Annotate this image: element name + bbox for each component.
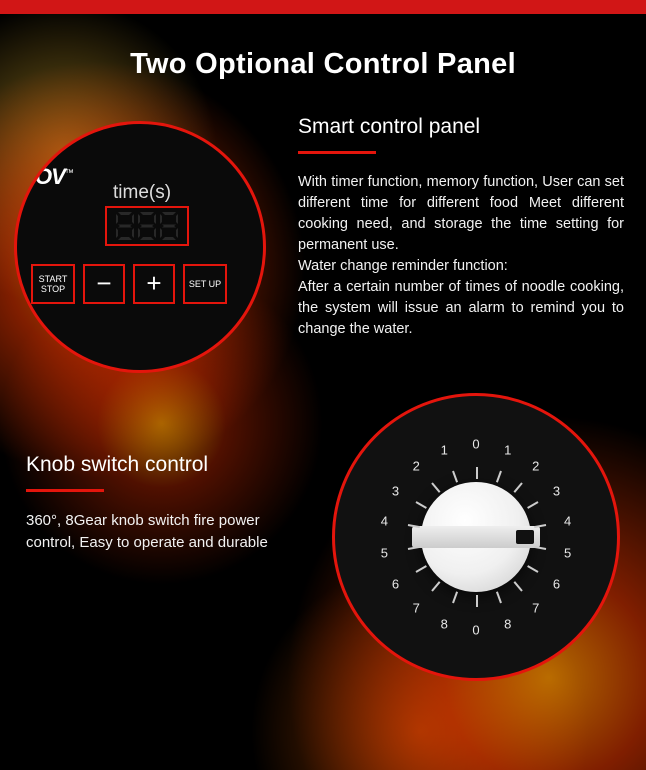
dial-number: 4	[381, 513, 388, 528]
knob-pointer	[412, 526, 540, 548]
knob-panel-heading: Knob switch control	[26, 453, 296, 477]
dial-tick	[514, 483, 523, 493]
heading-underline-2	[26, 489, 104, 492]
knob-panel-illustration: 012345678087654321	[332, 393, 620, 681]
brand-text: OV	[35, 164, 65, 189]
start-stop-button[interactable]: START STOP	[31, 264, 75, 304]
dial-number: 5	[564, 546, 571, 561]
dial-number: 6	[553, 576, 560, 591]
start-stop-label: START STOP	[39, 274, 68, 295]
dial-tick	[431, 581, 440, 591]
smart-panel-heading: Smart control panel	[298, 115, 624, 139]
dial-tick	[527, 501, 538, 509]
dial-number: 3	[553, 483, 560, 498]
dial-number: 7	[532, 601, 539, 616]
dial-number: 3	[392, 483, 399, 498]
knob-panel-body: 360°, 8Gear knob switch fire power contr…	[26, 510, 296, 554]
dial-number: 6	[392, 576, 399, 591]
dial-tick	[496, 471, 502, 483]
dial-number: 4	[564, 513, 571, 528]
digit-1	[115, 211, 135, 241]
dial-tick	[527, 565, 538, 573]
dial-number: 2	[532, 458, 539, 473]
dial-number: 1	[504, 442, 511, 457]
dial-number: 0	[472, 623, 479, 638]
dial-tick	[514, 581, 523, 591]
page-content: Two Optional Control Panel OV™ time(s) S…	[0, 0, 646, 770]
digit-2	[137, 211, 157, 241]
brand-tm: ™	[65, 168, 73, 178]
knob-panel-text: Knob switch control 360°, 8Gear knob swi…	[26, 453, 296, 554]
panel-button-row: START STOP − + SET UP	[31, 264, 227, 304]
minus-label: −	[96, 269, 111, 299]
page-title: Two Optional Control Panel	[0, 48, 646, 81]
dial-tick	[452, 591, 458, 603]
dial-tick	[416, 501, 427, 509]
seven-segment-display	[105, 206, 189, 246]
dial-tick	[408, 546, 420, 550]
dial-number: 7	[413, 601, 420, 616]
dial-number: 5	[381, 546, 388, 561]
dial-tick	[431, 483, 440, 493]
minus-button[interactable]: −	[83, 264, 125, 304]
dial-tick	[416, 565, 427, 573]
knob-panel-section: Knob switch control 360°, 8Gear knob swi…	[0, 399, 646, 681]
dial-number: 8	[504, 617, 511, 632]
plus-button[interactable]: +	[133, 264, 175, 304]
dial-tick	[452, 471, 458, 483]
brand-logo: OV™	[35, 164, 73, 190]
dial-number: 1	[441, 442, 448, 457]
top-red-bar	[0, 0, 646, 14]
smart-panel-section: OV™ time(s) START STOP − + SET UP Smart …	[0, 115, 646, 373]
time-label: time(s)	[113, 182, 171, 204]
smart-panel-illustration: OV™ time(s) START STOP − + SET UP	[14, 121, 266, 373]
dial-tick	[534, 546, 546, 550]
setup-button[interactable]: SET UP	[183, 264, 227, 304]
heading-underline	[298, 151, 376, 154]
dial-number: 8	[441, 617, 448, 632]
digit-3	[159, 211, 179, 241]
smart-panel-text: Smart control panel With timer function,…	[298, 115, 624, 373]
setup-label: SET UP	[189, 279, 221, 289]
dial: 012345678087654321	[361, 422, 591, 652]
plus-label: +	[146, 269, 161, 299]
dial-tick	[496, 591, 502, 603]
smart-panel-body: With timer function, memory function, Us…	[298, 172, 624, 340]
dial-tick	[476, 595, 478, 607]
dial-number: 2	[413, 458, 420, 473]
dial-tick	[534, 524, 546, 528]
dial-tick	[476, 467, 478, 479]
dial-number: 0	[472, 437, 479, 452]
